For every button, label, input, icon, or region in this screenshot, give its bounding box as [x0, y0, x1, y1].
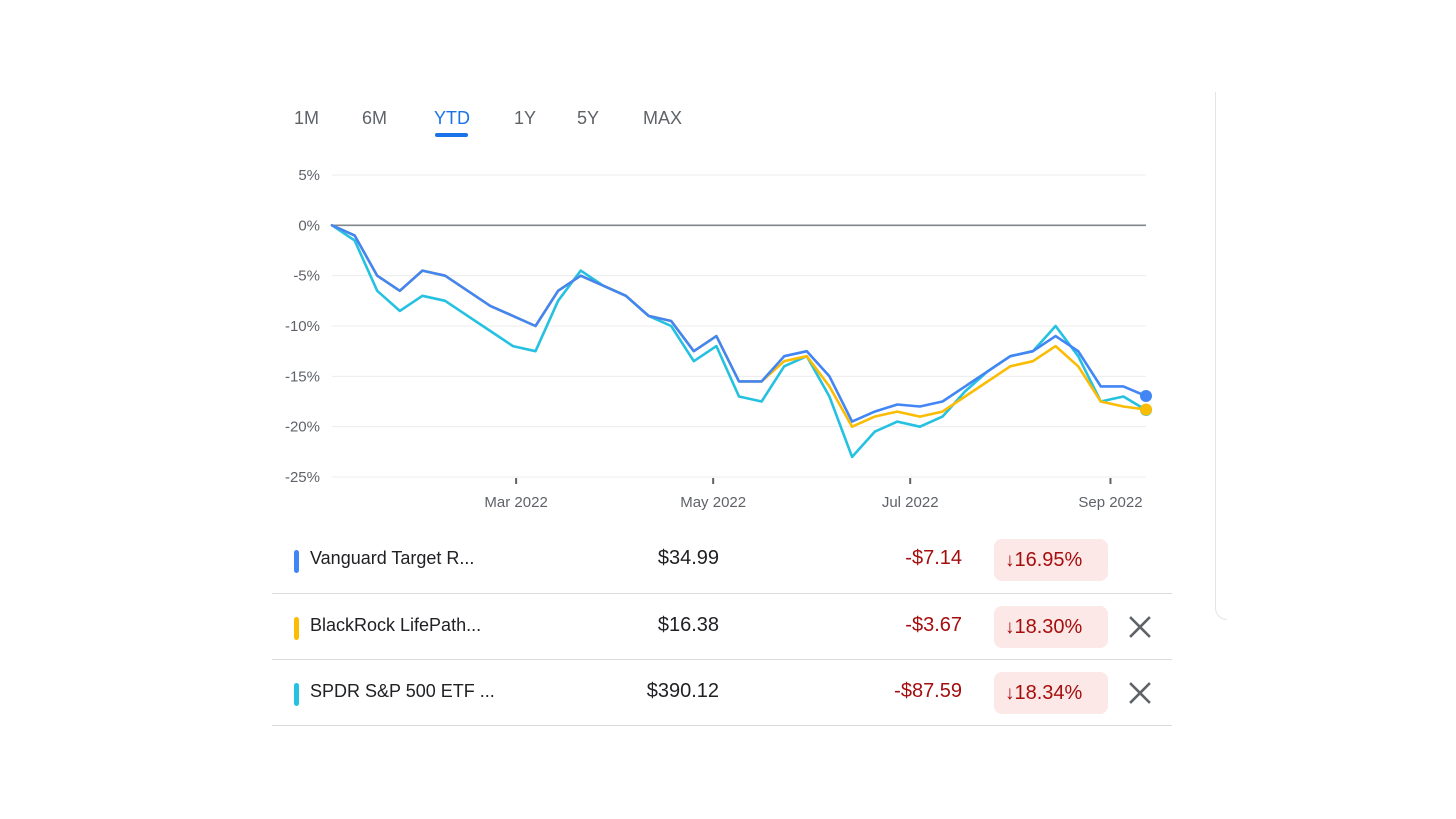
x-tick-label: Sep 2022: [1078, 494, 1142, 511]
active-tab-indicator: [435, 133, 468, 137]
holding-row-blackrock[interactable]: BlackRock LifePath... $16.38 -$3.67 ↓18.…: [272, 594, 1172, 660]
holding-name[interactable]: Vanguard Target R...: [310, 548, 475, 568]
holding-change: -$7.14: [905, 547, 962, 569]
arrow-down-icon: ↓: [1005, 550, 1015, 571]
y-tick-label: -15%: [285, 368, 320, 385]
side-panel-edge: [1215, 92, 1227, 620]
holding-percent-badge: ↓16.95%: [994, 539, 1108, 581]
y-tick-label: 5%: [298, 167, 320, 184]
holding-change: -$3.67: [905, 614, 962, 636]
arrow-down-icon: ↓: [1005, 617, 1015, 638]
series-line-spdr: [330, 224, 1148, 459]
remove-comparison-button[interactable]: [1127, 680, 1153, 706]
x-axis: Mar 2022 May 2022 Jul 2022 Sep 2022: [484, 478, 1143, 511]
y-tick-label: -25%: [285, 469, 320, 486]
tab-ytd[interactable]: YTD: [434, 108, 470, 128]
holding-row-spdr[interactable]: SPDR S&P 500 ETF ... $390.12 -$87.59 ↓18…: [272, 660, 1172, 726]
x-tick-label: Mar 2022: [484, 494, 547, 511]
series-color-swatch: [294, 683, 299, 706]
y-tick-label: -5%: [293, 268, 320, 285]
arrow-down-icon: ↓: [1005, 683, 1015, 704]
holding-percent-badge: ↓18.30%: [994, 606, 1108, 648]
series-line-vanguard: [330, 224, 1148, 423]
close-icon: [1129, 616, 1151, 638]
series-color-swatch: [294, 550, 299, 573]
remove-comparison-button[interactable]: [1127, 614, 1153, 640]
series-color-swatch: [294, 617, 299, 640]
chart-grid: [332, 174, 1146, 478]
holding-name[interactable]: SPDR S&P 500 ETF ...: [310, 681, 495, 701]
y-tick-label: 0%: [298, 217, 320, 234]
holding-percent-badge: ↓18.34%: [994, 672, 1108, 714]
series-end-point-vanguard: [1140, 389, 1152, 402]
x-tick-label: May 2022: [680, 494, 746, 511]
y-axis: 5% 0% -5% -10% -15% -20% -25%: [285, 167, 320, 486]
series-end-point-blackrock: [1140, 403, 1152, 416]
holding-price: $390.12: [646, 680, 719, 702]
tab-5y[interactable]: 5Y: [577, 108, 600, 128]
tab-max[interactable]: MAX: [643, 108, 683, 128]
holding-row-vanguard[interactable]: Vanguard Target R... $34.99 -$7.14 ↓16.9…: [272, 527, 1172, 594]
holding-price: $34.99: [657, 547, 719, 569]
holdings-list: Vanguard Target R... $34.99 -$7.14 ↓16.9…: [272, 527, 1172, 726]
y-tick-label: -20%: [285, 419, 320, 436]
holding-percent: 18.34%: [1014, 682, 1083, 704]
chart-series: [330, 224, 1152, 459]
holding-price: $16.38: [657, 614, 719, 636]
holding-name[interactable]: BlackRock LifePath...: [310, 615, 482, 635]
tab-1y[interactable]: 1Y: [514, 108, 537, 128]
y-tick-label: -10%: [285, 318, 320, 335]
holding-percent: 18.30%: [1014, 616, 1083, 638]
comparison-chart[interactable]: 5% 0% -5% -10% -15% -20% -25% Mar 2022 May 2022…: [270, 155, 1170, 520]
tab-6m[interactable]: 6M: [362, 108, 388, 128]
tab-1m[interactable]: 1M: [294, 108, 320, 128]
x-tick-label: Jul 2022: [882, 494, 939, 511]
holding-change: -$87.59: [894, 680, 962, 702]
holding-percent: 16.95%: [1014, 549, 1083, 571]
close-icon: [1129, 682, 1151, 704]
